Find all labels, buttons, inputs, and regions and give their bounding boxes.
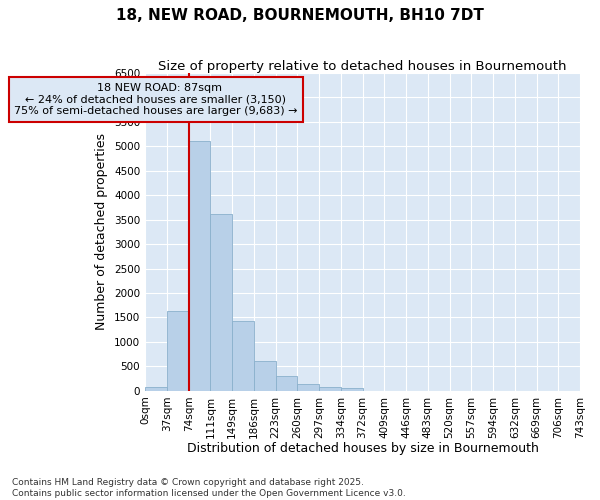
Bar (254, 360, 275, 391)
Title: Size of property relative to detached houses in Bournemouth: Size of property relative to detached ho… (158, 60, 567, 73)
Y-axis label: Number of detached properties: Number of detached properties (95, 134, 109, 330)
Bar (341, 388, 362, 391)
Text: 18, NEW ROAD, BOURNEMOUTH, BH10 7DT: 18, NEW ROAD, BOURNEMOUTH, BH10 7DT (116, 8, 484, 22)
Bar (211, 214, 232, 391)
Bar (298, 384, 319, 391)
Text: 18 NEW ROAD: 87sqm
← 24% of detached houses are smaller (3,150)
75% of semi-deta: 18 NEW ROAD: 87sqm ← 24% of detached hou… (14, 83, 298, 116)
X-axis label: Distribution of detached houses by size in Bournemouth: Distribution of detached houses by size … (187, 442, 539, 455)
Bar (145, 388, 167, 391)
Bar (232, 322, 254, 391)
Bar (167, 310, 188, 391)
Text: Contains HM Land Registry data © Crown copyright and database right 2025.
Contai: Contains HM Land Registry data © Crown c… (12, 478, 406, 498)
Bar (319, 387, 341, 391)
Bar (275, 376, 298, 391)
Bar (188, 142, 211, 391)
